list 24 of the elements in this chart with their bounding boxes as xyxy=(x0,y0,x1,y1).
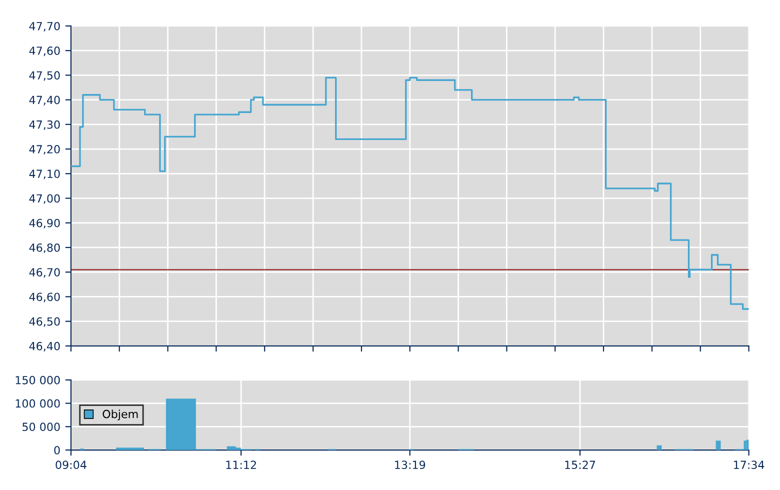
y-tick-label: 46,50 xyxy=(29,317,60,327)
y-tick-label: 47,10 xyxy=(29,170,60,180)
y-tick-label: 47,00 xyxy=(29,194,60,204)
x-tick-label: 13:19 xyxy=(395,460,426,470)
y-tick-label: 0 xyxy=(54,446,60,454)
y-tick-label: 47,30 xyxy=(29,120,60,130)
y-tick-label: 47,20 xyxy=(29,145,60,155)
y-tick-label: 100 000 xyxy=(16,399,60,408)
x-tick-label: 11:12 xyxy=(226,460,256,469)
y-tick-label: 50 000 xyxy=(22,422,60,432)
y-tick-label: 47,70 xyxy=(29,22,60,32)
y-tick-label: 46,90 xyxy=(29,218,60,228)
x-tick-label: 15:27 xyxy=(565,460,596,470)
y-tick-label: 47,50 xyxy=(29,71,60,81)
y-tick-label: 47,40 xyxy=(29,96,60,106)
y-tick-label: 46,60 xyxy=(29,292,60,302)
y-tick-label: 47,60 xyxy=(29,46,60,56)
y-tick-label: 46,80 xyxy=(29,243,60,253)
y-tick-label: 46,70 xyxy=(29,268,60,278)
y-tick-label: 150 000 xyxy=(16,376,60,384)
legend-label: Objem xyxy=(102,410,138,420)
y-tick-label: 46,40 xyxy=(29,342,60,352)
x-tick-label: 17:34 xyxy=(734,460,764,470)
x-tick-label: 09:04 xyxy=(56,460,86,470)
